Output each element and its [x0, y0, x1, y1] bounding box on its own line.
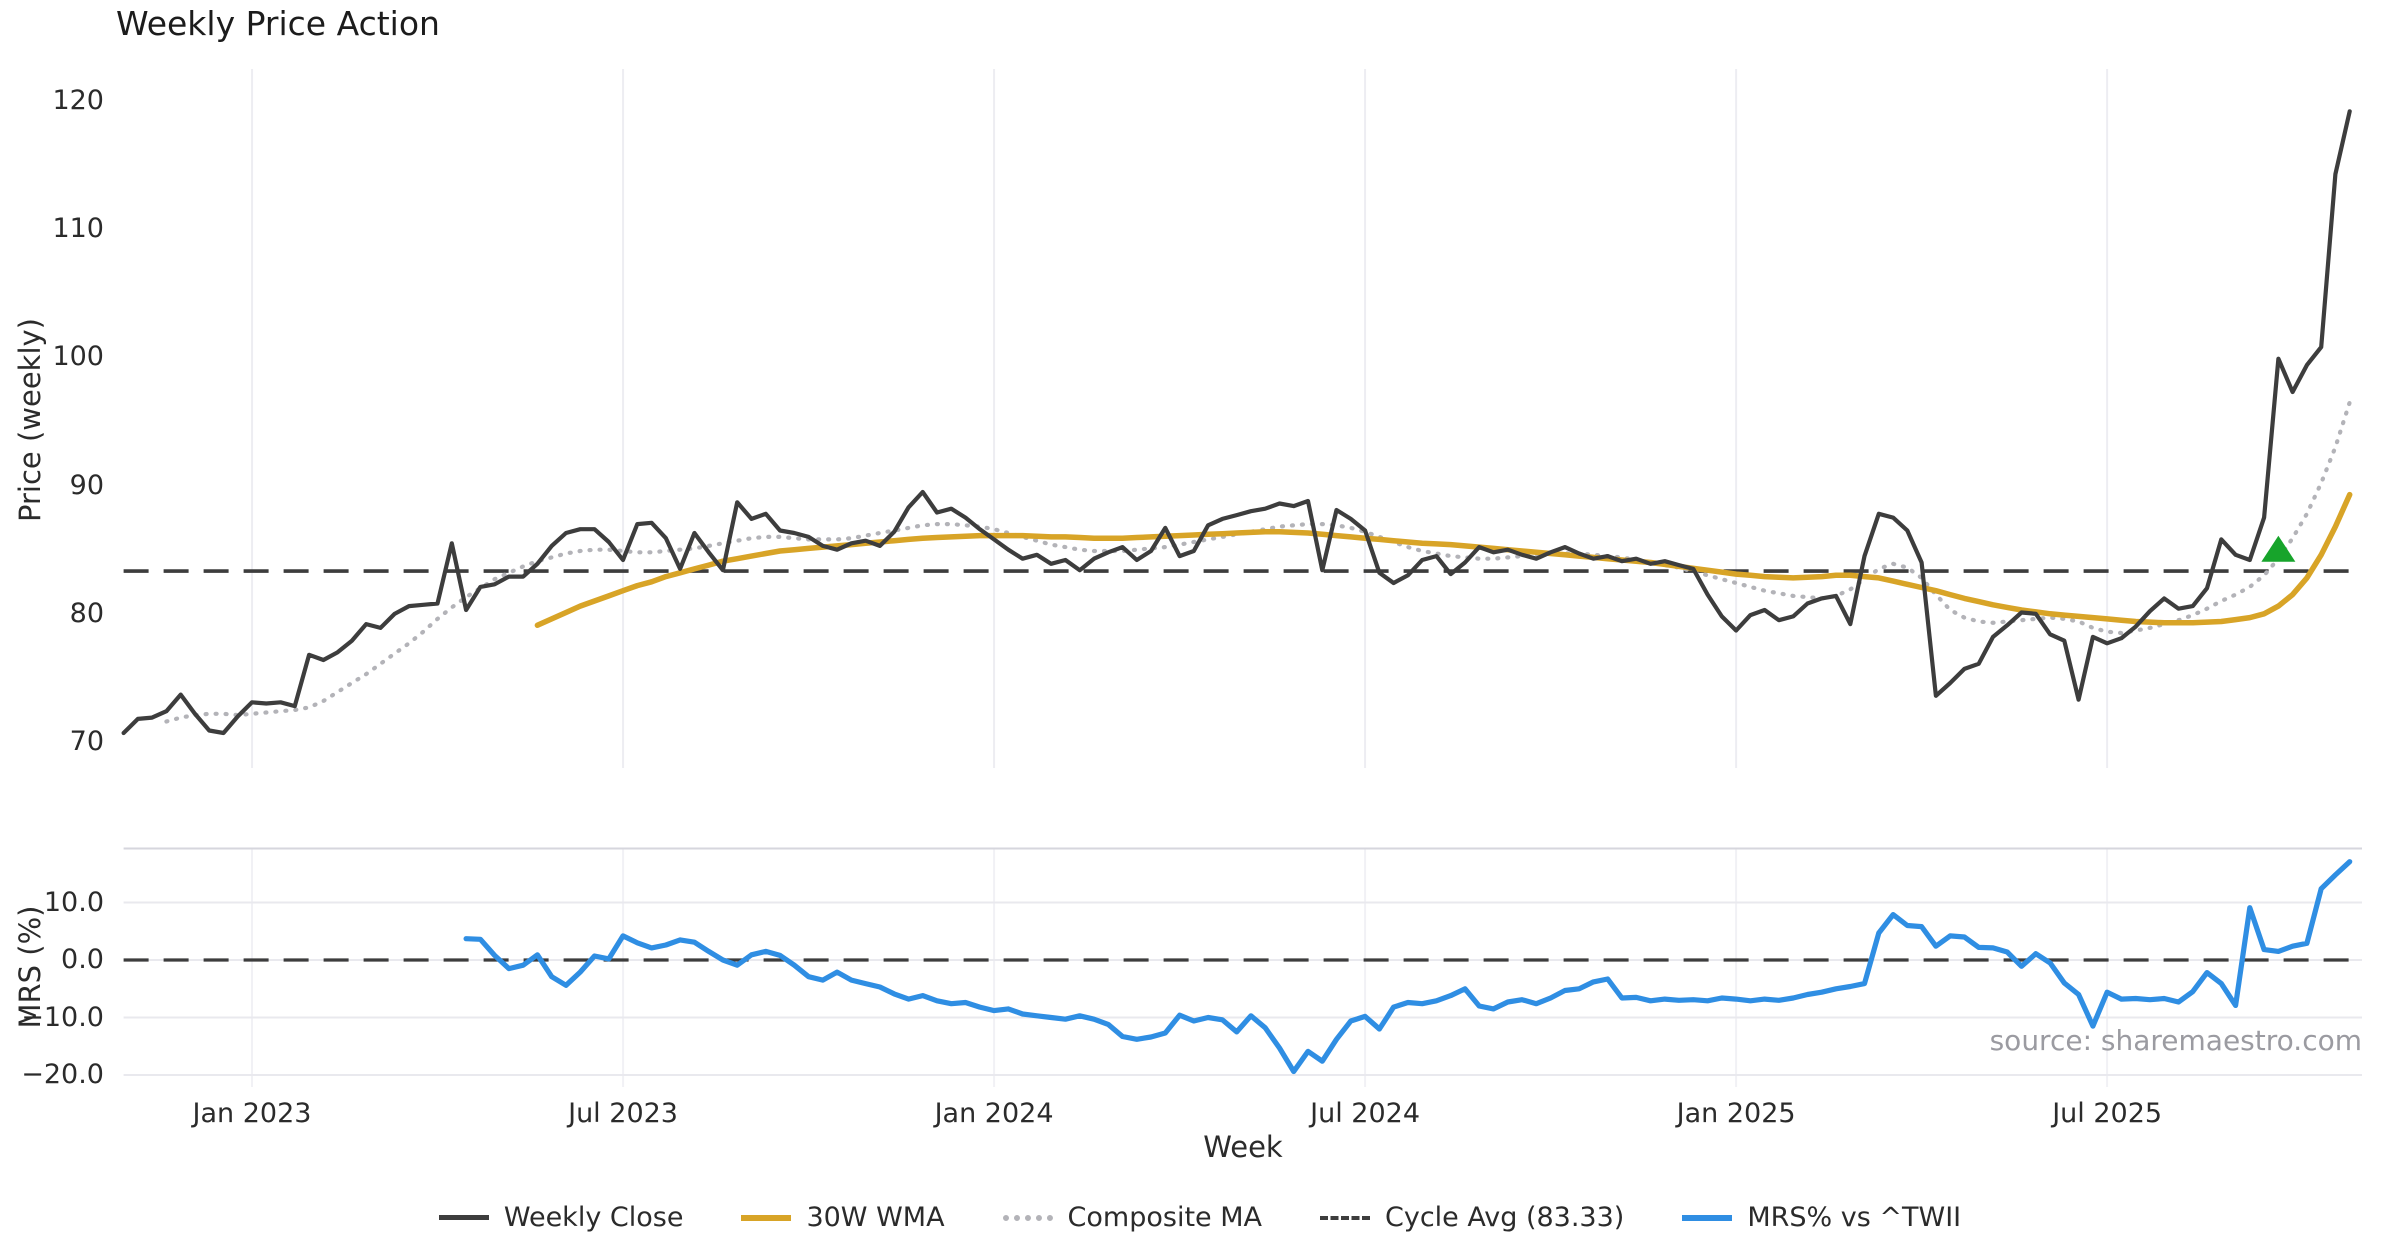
y-tick-label: 10.0 — [43, 886, 104, 918]
legend-item-mrs: MRS% vs ^TWII — [1682, 1202, 1961, 1233]
y-tick-label: −10.0 — [21, 1001, 104, 1033]
legend-item-30w-wma: 30W WMA — [741, 1202, 945, 1233]
x-tick-label: Jan 2025 — [1676, 1098, 1796, 1129]
legend-label: Composite MA — [1067, 1202, 1262, 1233]
y-tick-label: 100 — [52, 341, 104, 373]
x-tick-label: Jul 2025 — [2052, 1098, 2163, 1129]
wma-swatch-icon — [741, 1214, 792, 1221]
x-tick-label: Jan 2024 — [934, 1098, 1054, 1129]
legend-item-weekly-close: Weekly Close — [438, 1202, 684, 1233]
x-tick-label: Jul 2024 — [1310, 1098, 1421, 1129]
x-tick-label: Jul 2023 — [568, 1098, 678, 1129]
mrs-swatch-icon — [1682, 1214, 1733, 1221]
composite-ma-line — [164, 400, 2352, 724]
legend-label: Weekly Close — [503, 1202, 684, 1233]
legend-item-cycle-avg: Cycle Avg (83.33) — [1320, 1202, 1624, 1233]
y-tick-label: 120 — [52, 85, 104, 116]
x-tick-label: Jan 2023 — [192, 1098, 312, 1129]
legend-label: Cycle Avg (83.33) — [1385, 1202, 1625, 1233]
composite-swatch-icon — [1002, 1214, 1053, 1221]
y-tick-label: 80 — [69, 597, 104, 629]
wma-30w-line — [534, 491, 2353, 629]
y-tick-label: 0.0 — [61, 944, 104, 975]
legend: Weekly Close 30W WMA Composite MA Cycle … — [0, 1202, 2400, 1233]
y-tick-label: −20.0 — [21, 1059, 104, 1090]
legend-label: MRS% vs ^TWII — [1747, 1202, 1962, 1233]
y-tick-label: 70 — [69, 726, 104, 757]
weekly-close-line — [121, 109, 2352, 736]
legend-item-composite-ma: Composite MA — [1002, 1202, 1262, 1233]
mrs-line — [463, 859, 2353, 1075]
weekly-close-swatch-icon — [438, 1215, 489, 1220]
buy-signal-triangle-icon — [2261, 535, 2296, 562]
source-note: source: sharemaestro.com — [1989, 1024, 2362, 1057]
cycle-avg-swatch-icon — [1320, 1215, 1370, 1220]
y-tick-label: 90 — [69, 469, 104, 501]
x-axis-label: Week — [1203, 1130, 1283, 1164]
legend-label: 30W WMA — [806, 1202, 945, 1233]
y-tick-label: 110 — [52, 213, 104, 245]
chart-title: Weekly Price Action — [116, 4, 440, 43]
